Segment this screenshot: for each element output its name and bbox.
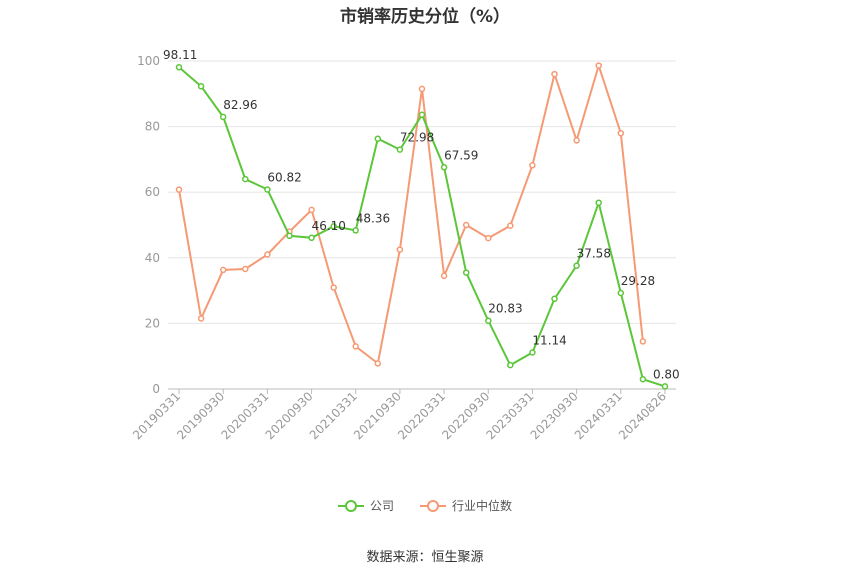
company-data-label: 72.98 (400, 131, 434, 145)
industry-median-series-line (178, 62, 644, 366)
industry-median-data-point (175, 186, 183, 193)
company-data-point (551, 295, 558, 303)
industry-median-data-point (617, 129, 625, 137)
y-tick-label: 100 (137, 54, 160, 68)
company-data-point (661, 383, 669, 390)
company-data-point (529, 349, 536, 356)
company-data-point (617, 289, 625, 297)
company-data-point (639, 375, 647, 383)
company-data-point (595, 199, 602, 206)
data-source-note: 数据来源：恒生聚源 (366, 550, 484, 565)
company-data-point (507, 361, 514, 369)
industry-median-data-point (330, 284, 337, 291)
y-tick-label: 0 (152, 382, 160, 396)
industry-median-data-point (197, 315, 205, 322)
company-data-point (264, 186, 271, 193)
company-data-point (352, 227, 359, 234)
legend-item-company[interactable]: 公司 (337, 497, 394, 514)
industry-median-data-point (529, 162, 536, 169)
industry-median-data-point (352, 343, 359, 350)
company-data-label: 0.80 (653, 367, 680, 381)
company-data-point (197, 83, 205, 90)
y-tick-label: 20 (145, 316, 160, 330)
y-tick-label: 40 (145, 251, 160, 265)
chart-title: 市销率历史分位（%） (339, 7, 511, 27)
company-data-label: 67.59 (444, 148, 478, 162)
industry-median-data-point (396, 246, 404, 253)
data-labels: 98.11 82.96 60.82 46.10 48.36 72.98 67.59 20.83… (163, 48, 680, 381)
company-data-point (286, 232, 293, 240)
company-data-point (396, 146, 404, 153)
company-data-point (374, 135, 382, 142)
company-data-point (418, 111, 426, 119)
industry-median-data-point (639, 338, 647, 345)
company-data-label: 37.58 (577, 247, 611, 261)
industry-median-data-point (485, 234, 492, 242)
y-tick-label: 80 (145, 120, 160, 134)
company-data-label: 29.28 (621, 274, 655, 288)
company-data-point (440, 164, 448, 171)
y-tick-label: 60 (145, 185, 160, 199)
company-data-point (573, 262, 580, 269)
series-lines (175, 62, 669, 390)
company-data-label: 60.82 (267, 171, 301, 185)
x-tick-label: 20240826 (616, 389, 669, 442)
industry-median-data-point (462, 221, 470, 229)
company-data-label: 20.83 (488, 302, 522, 316)
industry-median-data-point (595, 62, 602, 69)
company-data-label: 11.14 (532, 333, 566, 347)
legend-item-industry-median[interactable]: 行业中位数 (420, 497, 512, 514)
industry-median-data-point (440, 272, 448, 280)
company-data-label: 46.10 (312, 219, 346, 233)
legend: 公司 行业中位数 (0, 497, 850, 514)
company-data-point (462, 269, 470, 276)
industry-median-data-point (264, 251, 271, 258)
company-data-point (330, 223, 337, 230)
legend-swatch-industry-icon (420, 499, 446, 512)
industry-median-data-point (374, 360, 382, 367)
industry-median-data-point (242, 265, 249, 273)
legend-label-industry-median: 行业中位数 (452, 499, 513, 513)
industry-median-data-point (573, 137, 580, 144)
company-data-point (485, 317, 492, 324)
industry-median-data-point (507, 222, 514, 229)
industry-median-data-point (308, 206, 315, 214)
company-data-label: 48.36 (356, 211, 390, 225)
company-data-label: 98.11 (163, 48, 197, 62)
grid-lines (168, 60, 676, 324)
industry-median-data-point (551, 70, 558, 78)
line-chart: 0204060801002019033120190930202003312020… (130, 48, 680, 442)
company-data-point (219, 113, 227, 121)
industry-median-data-point (219, 266, 227, 274)
legend-label-company: 公司 (369, 499, 394, 513)
company-data-point (242, 175, 249, 183)
company-data-label: 82.96 (223, 98, 257, 112)
legend-swatch-company-icon (337, 499, 364, 512)
company-data-point (308, 234, 315, 242)
industry-median-data-point (418, 85, 426, 93)
company-data-point (175, 63, 183, 71)
